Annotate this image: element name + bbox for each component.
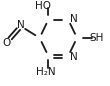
Text: N: N xyxy=(17,20,25,30)
Text: N: N xyxy=(70,14,78,24)
Text: N: N xyxy=(70,52,78,62)
Text: SH: SH xyxy=(90,33,104,43)
Text: HO: HO xyxy=(35,1,51,10)
Text: O: O xyxy=(2,38,10,48)
Text: H₂N: H₂N xyxy=(36,67,56,77)
